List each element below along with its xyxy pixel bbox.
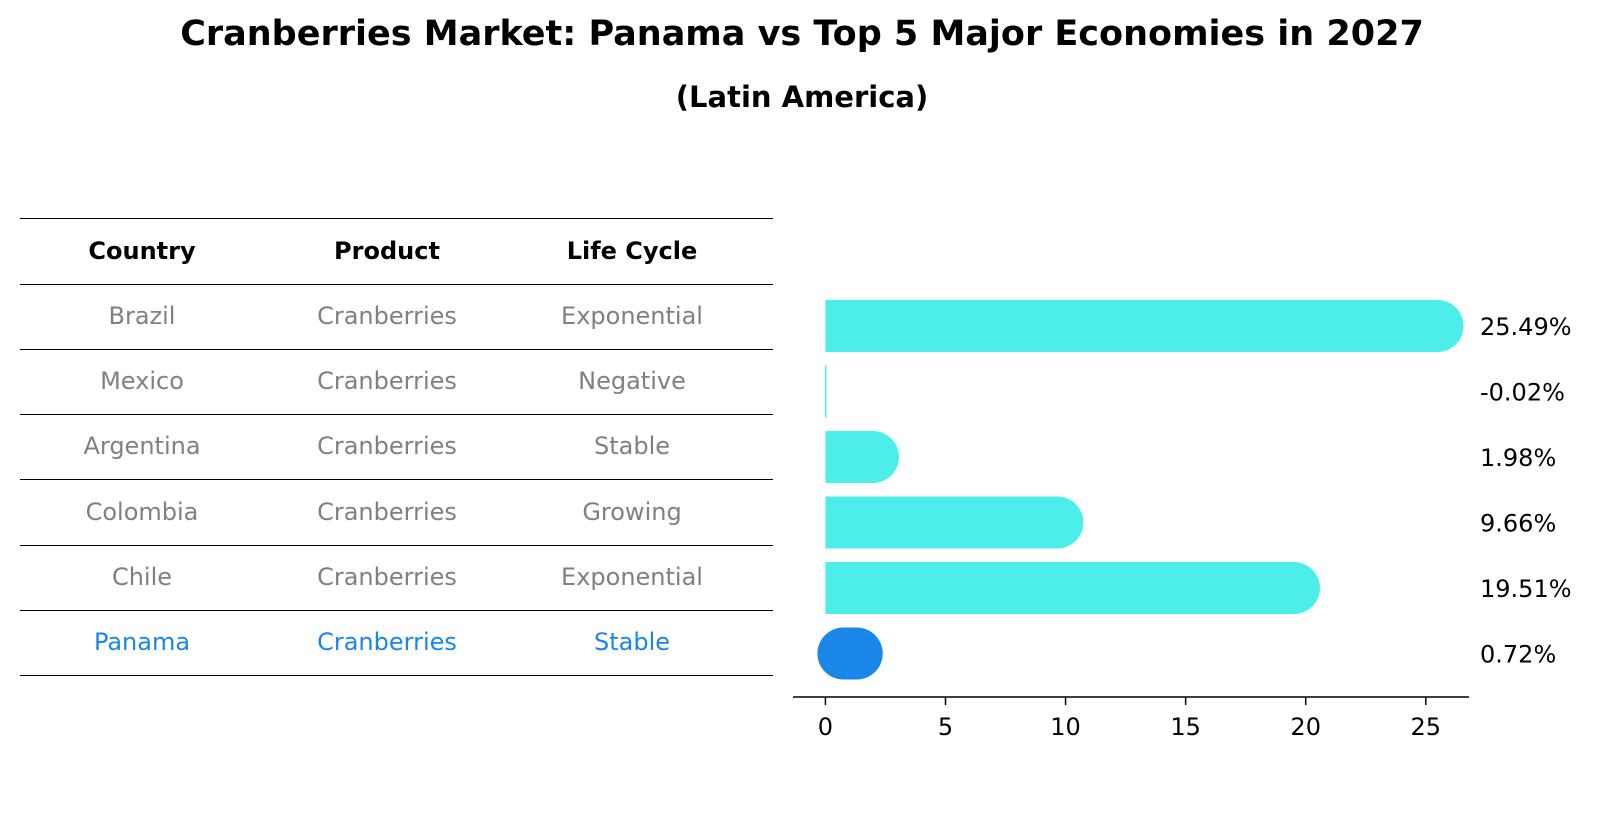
- chart-subtitle: (Latin America): [675, 80, 929, 114]
- header-life-cycle: Life Cycle: [566, 237, 698, 265]
- table-rule: [20, 218, 773, 219]
- chart-title: Cranberries Market: Panama vs Top 5 Majo…: [180, 14, 1424, 54]
- table-rule: [20, 284, 773, 285]
- table-rule: [20, 675, 773, 676]
- bar-value-label: 25.49%: [1480, 313, 1572, 341]
- bar-value-label: -0.02%: [1480, 379, 1565, 407]
- x-tick-label: 15: [1170, 713, 1201, 741]
- table-rule: [20, 479, 773, 480]
- cell-product-highlight: Cranberries: [317, 628, 457, 656]
- bar: [825, 300, 1464, 352]
- x-tick-label: 5: [938, 713, 953, 741]
- bar-highlight: [817, 627, 883, 680]
- bar: [825, 431, 899, 483]
- table-rule: [20, 349, 773, 350]
- bar-value-label: 19.51%: [1480, 575, 1572, 603]
- bar: [825, 562, 1320, 614]
- header-product: Product: [334, 237, 440, 265]
- cell-life-cycle: Exponential: [561, 563, 703, 591]
- cell-country: Brazil: [108, 302, 176, 330]
- cell-product: Cranberries: [317, 563, 457, 591]
- cell-product: Cranberries: [317, 367, 457, 395]
- x-tick-label: 10: [1050, 713, 1081, 741]
- bar-value-label: 0.72%: [1480, 641, 1556, 669]
- cell-life-cycle: Growing: [582, 498, 682, 526]
- cell-country-highlight: Panama: [93, 628, 191, 656]
- bar: [824, 365, 827, 418]
- cell-product: Cranberries: [317, 302, 457, 330]
- x-tick-label: 0: [818, 713, 833, 741]
- header-country: Country: [88, 237, 196, 265]
- cell-product: Cranberries: [317, 432, 457, 460]
- cell-life-cycle: Negative: [578, 367, 686, 395]
- cell-country: Argentina: [83, 432, 201, 460]
- x-tick-label: 20: [1290, 713, 1321, 741]
- x-tick-label: 25: [1411, 713, 1442, 741]
- cell-product: Cranberries: [317, 498, 457, 526]
- bar-value-label: 1.98%: [1480, 444, 1556, 472]
- cell-country: Chile: [111, 563, 173, 591]
- table-rule: [20, 610, 773, 611]
- bar-value-label: 9.66%: [1480, 510, 1556, 538]
- cell-life-cycle: Exponential: [561, 302, 703, 330]
- cell-country: Colombia: [85, 498, 199, 526]
- table-rule: [20, 414, 773, 415]
- cell-country: Mexico: [100, 367, 184, 395]
- cell-life-cycle: Stable: [593, 432, 671, 460]
- bar: [825, 496, 1084, 549]
- cell-life-cycle-highlight: Stable: [593, 628, 671, 656]
- table-rule: [20, 545, 773, 546]
